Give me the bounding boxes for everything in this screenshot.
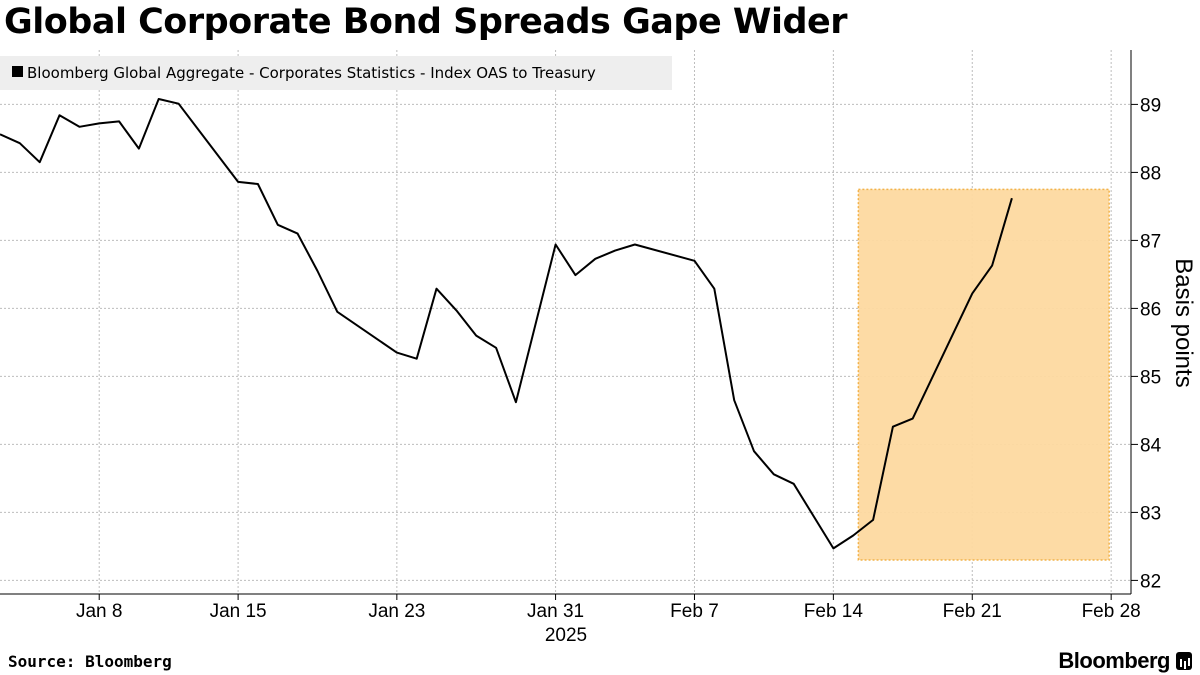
y-tick-label: 84 xyxy=(1140,435,1162,456)
chart-title: Global Corporate Bond Spreads Gape Wider xyxy=(4,2,848,42)
x-tick-label: Feb 21 xyxy=(943,601,1002,622)
series-line xyxy=(0,98,1013,550)
highlight-layer xyxy=(857,188,1110,561)
y-tick-label: 87 xyxy=(1140,231,1161,252)
x-tick-label: Feb 28 xyxy=(1082,601,1141,622)
x-tick-label: Jan 31 xyxy=(527,601,584,622)
brand-text: Bloomberg xyxy=(1058,648,1170,673)
x-tick-label: Jan 8 xyxy=(76,601,122,622)
y-tick-label: 82 xyxy=(1140,571,1161,592)
legend-swatch xyxy=(12,66,23,77)
x-tick-label: Jan 23 xyxy=(368,601,425,622)
series-layer xyxy=(0,98,1013,550)
y-tick-label: 86 xyxy=(1140,299,1161,320)
source-note: Source: Bloomberg xyxy=(8,652,172,671)
highlight-box xyxy=(857,188,1110,561)
legend: Bloomberg Global Aggregate - Corporates … xyxy=(0,56,672,90)
x-tick-label: Feb 14 xyxy=(804,601,864,622)
bloomberg-logo: Bloomberg xyxy=(1058,648,1192,674)
y-tick-label: 83 xyxy=(1140,503,1161,524)
axis-layer: 82 83 84 85 86 87 88 89 Jan 8 Jan 15 Jan 23 Jan 31 F… xyxy=(0,50,1162,622)
bloomberg-terminal-icon xyxy=(1176,652,1192,670)
y-tick-label: 85 xyxy=(1140,367,1161,388)
x-tick-label: Jan 15 xyxy=(210,601,267,622)
x-tick-label: Feb 7 xyxy=(670,601,719,622)
y-axis-label: Basis points xyxy=(1170,258,1197,387)
y-tick-label: 89 xyxy=(1140,95,1161,116)
y-tick-label: 88 xyxy=(1140,163,1161,184)
x-axis-year-label: 2025 xyxy=(545,625,587,646)
legend-series-label: Bloomberg Global Aggregate - Corporates … xyxy=(27,64,596,82)
legend-background xyxy=(0,56,672,90)
